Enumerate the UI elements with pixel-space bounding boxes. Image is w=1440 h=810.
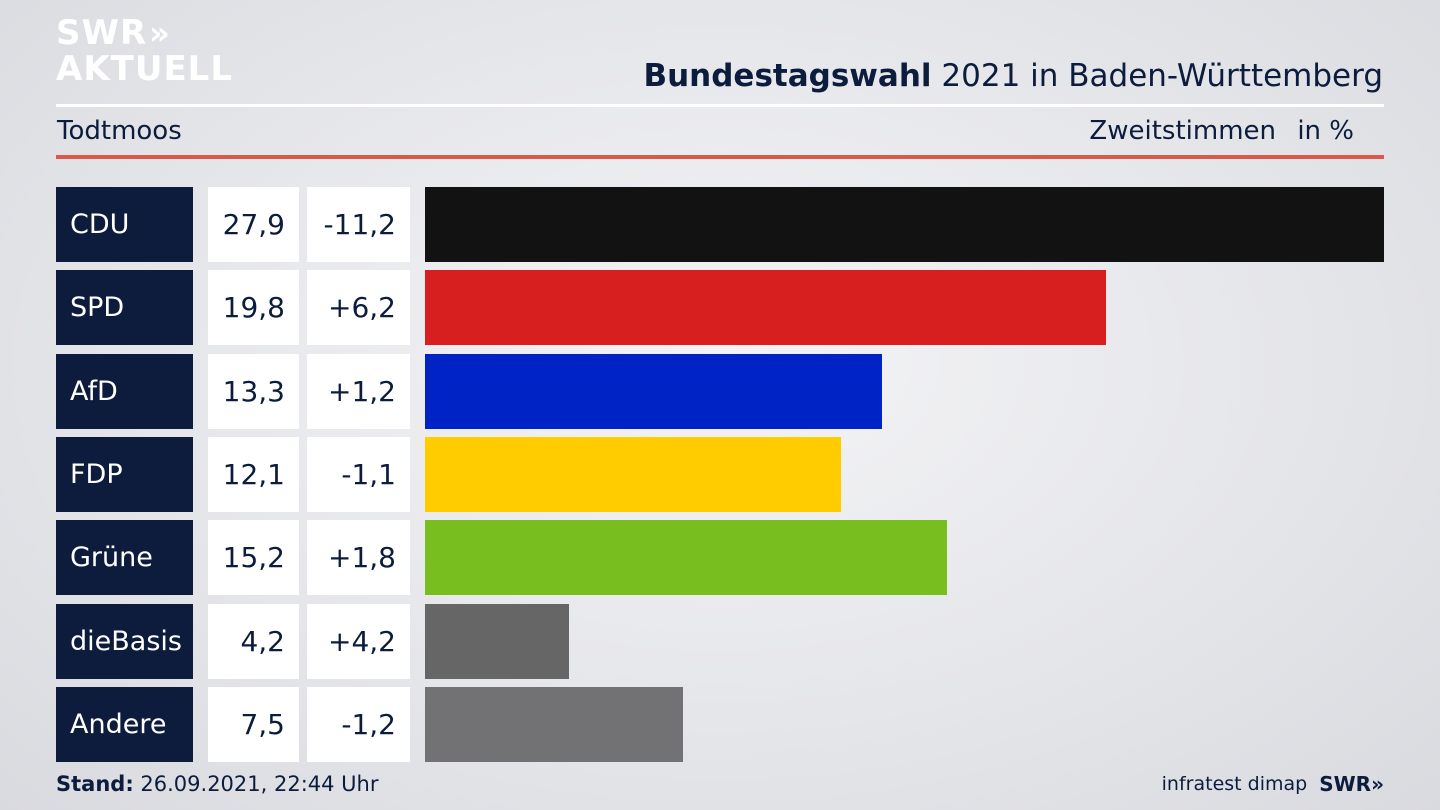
party-label-3: FDP [56, 437, 193, 512]
party-label-2: AfD [56, 354, 193, 429]
party-label-4: Grüne [56, 520, 193, 595]
timestamp-label: Stand: [56, 772, 134, 796]
logo-swr-text: SWR [56, 13, 148, 53]
chart-title-rest: 2021 in Baden-Württemberg [931, 58, 1383, 94]
party-label-0: CDU [56, 187, 193, 262]
diff-label-6: -1,2 [307, 687, 410, 762]
diff-label-4: +1,8 [307, 520, 410, 595]
swr-aktuell-logo: SWR» AKTUELL [56, 16, 233, 86]
value-label-1: 19,8 [208, 270, 299, 345]
logo-chevron-icon: » [149, 14, 169, 52]
timestamp-value: 26.09.2021, 22:44 Uhr [133, 772, 379, 796]
swr-brand-logo: SWR» [1319, 772, 1384, 796]
value-label-5: 4,2 [208, 604, 299, 679]
unit-label: in % [1297, 116, 1354, 146]
value-label-0: 27,9 [208, 187, 299, 262]
chart-title: Bundestagswahl 2021 in Baden-Württemberg [643, 58, 1383, 94]
party-label-6: Andere [56, 687, 193, 762]
value-label-4: 15,2 [208, 520, 299, 595]
timestamp: Stand: 26.09.2021, 22:44 Uhr [56, 772, 379, 796]
bar-2 [425, 354, 882, 429]
bar-0 [425, 187, 1384, 262]
diff-label-5: +4,2 [307, 604, 410, 679]
diff-label-2: +1,2 [307, 354, 410, 429]
bar-5 [425, 604, 569, 679]
diff-label-3: -1,1 [307, 437, 410, 512]
bar-4 [425, 520, 947, 595]
party-label-1: SPD [56, 270, 193, 345]
value-label-2: 13,3 [208, 354, 299, 429]
bar-3 [425, 437, 841, 512]
bar-1 [425, 270, 1106, 345]
value-label-3: 12,1 [208, 437, 299, 512]
source-label: infratest dimap [1161, 773, 1308, 795]
value-label-6: 7,5 [208, 687, 299, 762]
header-divider [56, 104, 1384, 107]
logo-aktuell-text: AKTUELL [56, 49, 234, 89]
accent-divider [56, 155, 1384, 159]
party-label-5: dieBasis [56, 604, 193, 679]
bar-6 [425, 687, 683, 762]
chart-title-bold: Bundestagswahl [643, 58, 932, 94]
metric-label: Zweitstimmen [1089, 116, 1276, 146]
diff-label-0: -11,2 [307, 187, 410, 262]
source-credit: infratest dimap SWR» [1162, 772, 1384, 796]
diff-label-1: +6,2 [307, 270, 410, 345]
location-label: Todtmoos [57, 116, 182, 146]
